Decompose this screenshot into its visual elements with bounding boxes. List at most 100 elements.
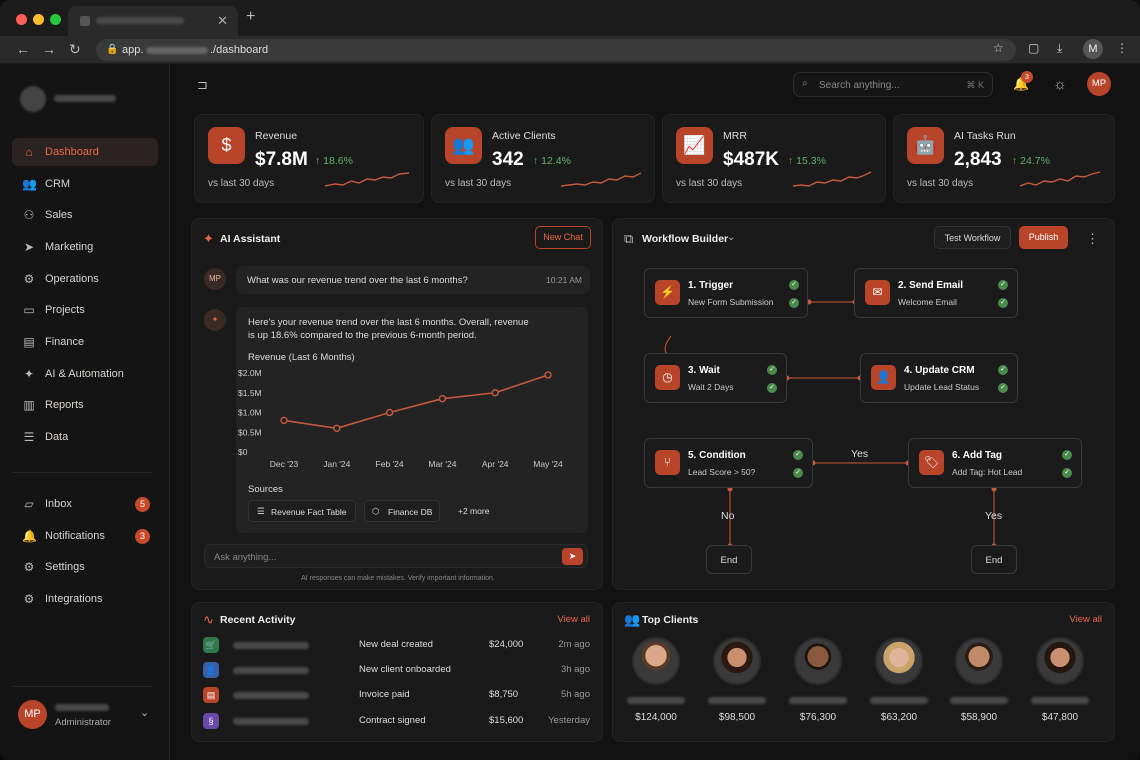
client-card[interactable]: $63,200: [864, 637, 934, 723]
inbox-icon: ▱: [24, 497, 34, 511]
stat-card-ai-tasks: 🤖 AI Tasks Run 2,843 ↑ 24.7% vs last 30 …: [893, 114, 1115, 203]
sidebar-item-marketing[interactable]: ➤ Marketing: [12, 233, 158, 261]
maximize-window-button[interactable]: [50, 14, 61, 25]
sidebar-item-data[interactable]: ☰ Data: [12, 423, 158, 451]
search-input[interactable]: ⌕ Search anything... ⌘ K: [793, 72, 993, 97]
stat-value: $7.8M: [255, 149, 308, 170]
yes-branch-label: Yes: [851, 448, 869, 460]
sidebar-item-label: Settings: [45, 561, 85, 573]
url-prefix: app.: [122, 44, 144, 56]
chevron-down-icon[interactable]: ⌄: [727, 232, 736, 243]
download-icon[interactable]: ⤓: [1057, 41, 1063, 55]
sidebar-item-reports[interactable]: ▥ Reports: [12, 391, 158, 419]
source-label: Revenue Fact Table: [271, 507, 347, 517]
y-tick-label: $0: [238, 447, 248, 457]
workflow-node-update-crm[interactable]: 👤 4. Update CRM Update Lead Status ✓ ✓: [860, 353, 1018, 403]
browser-profile-avatar[interactable]: M: [1083, 39, 1103, 59]
bookmark-star-icon[interactable]: ☆: [993, 41, 1004, 55]
view-all-link[interactable]: View all: [1069, 614, 1102, 625]
client-card[interactable]: $76,300: [783, 637, 853, 723]
sidebar-item-integrations[interactable]: ⚙ Integrations: [12, 585, 158, 613]
check-icon: ✓: [1062, 468, 1072, 478]
workflow-end-node[interactable]: End: [971, 545, 1017, 574]
workflow-node-wait[interactable]: ◷ 3. Wait Wait 2 Days ✓ ✓: [644, 353, 787, 403]
workflow-node-add-tag[interactable]: 🏷 6. Add Tag Add Tag: Hot Lead ✓ ✓: [908, 438, 1082, 488]
revenue-data-point: [438, 394, 447, 403]
view-all-link[interactable]: View all: [557, 614, 590, 625]
activity-row[interactable]: ▤ Invoice paid $8,750 5h ago: [203, 684, 593, 706]
client-card[interactable]: $98,500: [702, 637, 772, 723]
sidebar-item-projects[interactable]: ▭ Projects: [12, 296, 158, 324]
branch-icon: ⑂: [655, 450, 680, 475]
sidebar-item-operations[interactable]: ⚙ Operations: [12, 265, 158, 293]
check-icon: ✓: [789, 280, 799, 290]
activity-row[interactable]: 🛒 New deal created $24,000 2m ago: [203, 634, 593, 656]
collapse-sidebar-icon[interactable]: ⊐: [197, 77, 208, 92]
source-chip[interactable]: ⬡ Finance DB: [364, 500, 440, 522]
sparkle-icon: ✦: [23, 367, 35, 381]
sidebar-item-ai-automation[interactable]: ✦ AI & Automation: [12, 360, 158, 388]
chevron-down-icon[interactable]: ⌄: [140, 707, 150, 719]
client-avatar: [955, 637, 1003, 685]
stat-card-active-clients: 👥 Active Clients 342 ↑ 12.4% vs last 30 …: [431, 114, 655, 203]
client-card[interactable]: $47,800: [1025, 637, 1095, 723]
user-profile[interactable]: MP Administrator ⌄: [18, 700, 158, 736]
notifications-bell-icon[interactable]: 🔔 3: [1013, 71, 1033, 92]
client-card[interactable]: $124,000: [621, 637, 691, 723]
stat-card-mrr: 📈 MRR $487K ↑ 15.3% vs last 30 days: [662, 114, 886, 203]
client-revenue: $124,000: [635, 712, 677, 723]
theme-toggle-sun-icon[interactable]: ☼: [1053, 76, 1067, 93]
sidebar-item-crm[interactable]: 👥 CRM: [12, 170, 158, 198]
client-card[interactable]: $58,900: [944, 637, 1014, 723]
minimize-window-button[interactable]: [33, 14, 44, 25]
source-label: Finance DB: [388, 507, 433, 517]
workflow-end-node[interactable]: End: [706, 545, 752, 574]
node-subtitle: Add Tag: Hot Lead: [952, 467, 1023, 477]
close-window-button[interactable]: [16, 14, 27, 25]
publish-button[interactable]: Publish: [1019, 226, 1068, 249]
new-chat-button[interactable]: New Chat: [535, 226, 591, 249]
message-time: 10:21 AM: [546, 275, 582, 285]
stat-change: ↑ 12.4%: [533, 155, 571, 167]
panel-title: Workflow Builder: [642, 233, 729, 245]
close-tab-icon[interactable]: ✕: [217, 13, 228, 28]
node-title: 2. Send Email: [898, 280, 964, 291]
activity-row[interactable]: § Contract signed $15,600 Yesterday: [203, 710, 593, 732]
activity-row[interactable]: 👤 New client onboarded 3h ago: [203, 659, 593, 681]
source-chip[interactable]: ☰ Revenue Fact Table: [248, 500, 356, 522]
sidebar-item-settings[interactable]: ⚙ Settings: [12, 553, 158, 581]
sidebar-divider: [12, 472, 152, 473]
reload-icon[interactable]: ↻: [69, 41, 81, 57]
sidebar-item-sales[interactable]: ⚇ Sales: [12, 201, 158, 229]
back-icon[interactable]: ←: [16, 41, 30, 57]
handshake-icon: ⚇: [23, 208, 35, 222]
more-sources-link[interactable]: +2 more: [458, 506, 490, 516]
workflow-node-send-email[interactable]: ✉ 2. Send Email Welcome Email ✓ ✓: [854, 268, 1018, 318]
workflow-node-trigger[interactable]: ⚡ 1. Trigger New Form Submission ✓ ✓: [644, 268, 808, 318]
mail-icon: ✉: [865, 280, 890, 305]
sidebar-item-notifications[interactable]: 🔔 Notifications 3: [12, 522, 158, 550]
stat-change: ↑ 24.7%: [1012, 155, 1050, 167]
sidebar-item-finance[interactable]: ▤ Finance: [12, 328, 158, 356]
workflow-node-condition[interactable]: ⑂ 5. Condition Lead Score > 50? ✓ ✓: [644, 438, 813, 488]
user-icon: 👤: [203, 662, 219, 678]
browser-tab[interactable]: ✕: [68, 6, 238, 36]
sidebar-item-dashboard[interactable]: ⌂ Dashboard: [12, 138, 158, 166]
inbox-count-badge: 5: [135, 497, 150, 512]
test-workflow-button[interactable]: Test Workflow: [934, 226, 1011, 249]
cart-icon: 🛒: [203, 637, 219, 653]
more-options-icon[interactable]: ⋮: [1086, 231, 1099, 246]
lock-icon: 🔒: [106, 44, 119, 55]
address-bar[interactable]: 🔒 app. ./dashboard: [96, 39, 1016, 61]
browser-menu-icon[interactable]: ⋮: [1116, 41, 1128, 55]
node-title: 5. Condition: [688, 450, 746, 461]
notification-count-badge: 3: [1021, 71, 1033, 83]
sidebar-item-inbox[interactable]: ▱ Inbox 5: [12, 490, 158, 518]
users-icon: 👥: [445, 127, 482, 164]
chat-input[interactable]: Ask anything... ➤: [204, 544, 588, 568]
extensions-icon[interactable]: ▢: [1028, 41, 1040, 55]
avatar[interactable]: MP: [1087, 72, 1111, 96]
new-tab-icon[interactable]: +: [246, 8, 256, 25]
send-button[interactable]: ➤: [562, 548, 583, 565]
forward-icon[interactable]: →: [42, 41, 56, 57]
